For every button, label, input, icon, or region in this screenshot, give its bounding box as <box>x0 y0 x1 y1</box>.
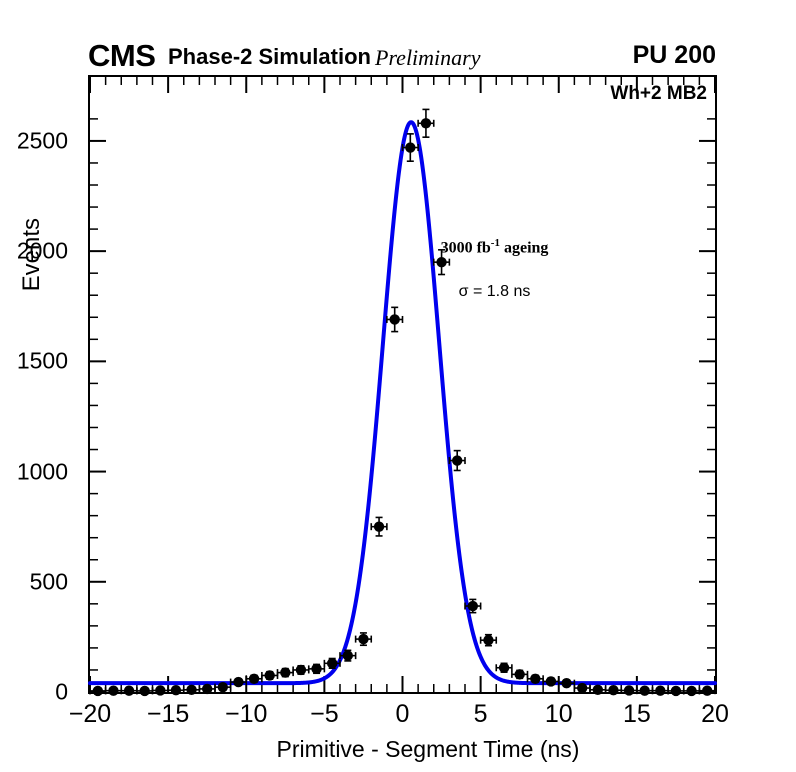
sigma-annotation: σ = 1.8 ns <box>458 283 531 300</box>
preliminary-label: Preliminary <box>375 45 481 70</box>
data-point <box>495 662 513 673</box>
data-point <box>104 685 123 696</box>
data-point <box>354 632 373 647</box>
x-tick-label: 15 <box>622 700 651 728</box>
x-tick-label: −20 <box>68 700 112 728</box>
plot-frame: Wh+2 MB2 3000 fb-1 ageing σ = 1.8 ns <box>88 75 717 697</box>
x-axis-title: Primitive - Segment Time (ns) <box>276 736 580 762</box>
luminosity-annotation: 3000 fb-1 ageing <box>441 237 549 257</box>
x-axis-major-ticks <box>89 77 716 692</box>
y-tick-label: 1000 <box>16 458 68 485</box>
y-tick-label: 1500 <box>16 347 68 374</box>
data-point <box>198 683 216 695</box>
plot-drawing-area <box>88 77 717 697</box>
y-tick-label: 2500 <box>16 127 68 154</box>
data-point <box>620 685 638 696</box>
data-point <box>682 685 701 697</box>
data-point <box>307 663 326 675</box>
data-point <box>448 449 466 472</box>
x-tick-label: 0 <box>395 700 410 728</box>
gaussian-fit-curve <box>88 120 717 686</box>
data-point <box>667 685 685 697</box>
x-axis-minor-ticks <box>104 77 701 692</box>
lumi-exponent: -1 <box>490 237 500 249</box>
x-tick-label: −5 <box>310 700 339 728</box>
data-point <box>464 598 482 614</box>
lumi-prefix: 3000 fb <box>440 239 491 257</box>
data-point <box>276 667 294 678</box>
data-point <box>261 670 279 681</box>
data-point <box>120 685 138 696</box>
data-point <box>214 681 232 693</box>
data-point <box>386 306 404 333</box>
data-point <box>89 685 107 697</box>
data-point <box>557 677 576 689</box>
x-tick-label: −10 <box>225 700 268 728</box>
data-point <box>479 633 498 647</box>
data-point <box>182 684 201 695</box>
data-point <box>136 685 154 697</box>
data-point <box>323 657 341 669</box>
data-point <box>432 249 451 276</box>
data-points-group <box>89 108 716 697</box>
data-point <box>636 685 654 696</box>
y-tick-label: 0 <box>55 678 68 705</box>
data-point <box>651 685 669 696</box>
data-point <box>245 673 263 684</box>
data-point <box>526 673 544 684</box>
data-point <box>370 516 388 537</box>
data-point <box>698 685 716 696</box>
cms-subtitle: Phase-2 Simulation <box>168 44 371 69</box>
y-tick-label: 2000 <box>16 237 68 264</box>
sample-label: Wh+2 MB2 <box>610 83 707 104</box>
data-point <box>167 685 185 696</box>
y-tick-label: 500 <box>29 568 68 595</box>
pileup-label: PU 200 <box>632 41 716 69</box>
data-point <box>401 133 419 163</box>
y-axis-major-ticks <box>90 139 715 693</box>
data-point <box>151 685 169 696</box>
cms-logo: CMS <box>88 38 156 73</box>
data-point <box>292 664 310 676</box>
data-point <box>511 669 529 680</box>
x-tick-label: 10 <box>544 700 573 728</box>
y-axis-minor-ticks <box>90 118 715 671</box>
data-point <box>589 684 607 695</box>
data-point <box>339 649 357 662</box>
lumi-suffix: ageing <box>499 239 549 257</box>
data-point <box>417 108 435 138</box>
x-tick-label: −15 <box>146 700 190 728</box>
x-tick-label: 5 <box>473 700 488 728</box>
data-point <box>604 685 623 696</box>
x-tick-label: 20 <box>701 700 729 728</box>
data-point <box>229 676 248 688</box>
